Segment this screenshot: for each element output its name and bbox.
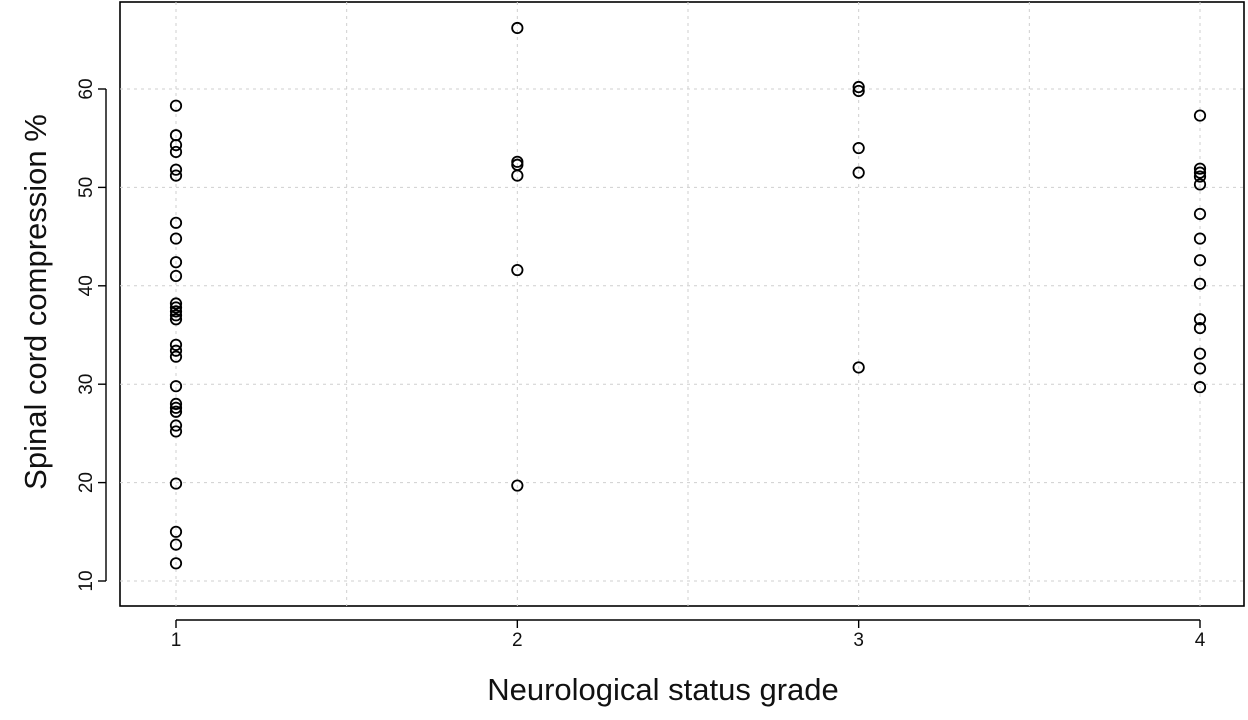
data-point <box>852 80 865 94</box>
data-point <box>169 269 183 283</box>
x-axis-label: Neurological status grade <box>487 672 839 707</box>
data-point <box>169 344 183 357</box>
data-point <box>852 141 865 155</box>
data-point <box>169 301 183 314</box>
data-point <box>169 309 183 322</box>
data-point <box>169 380 183 393</box>
data-point <box>169 401 183 414</box>
data-point <box>1193 178 1207 191</box>
y-axis-label: Spinal cord compression % <box>18 114 53 490</box>
data-point <box>169 425 183 438</box>
data-point <box>1193 313 1207 326</box>
y-tick-label: 30 <box>76 374 97 395</box>
data-point <box>169 163 183 176</box>
data-point <box>169 338 183 351</box>
x-tick-label: 3 <box>853 630 864 651</box>
data-point <box>169 256 183 269</box>
data-point <box>169 557 183 570</box>
data-point <box>169 313 183 326</box>
axis-layer: 1 2 3 4 10 20 30 40 50 60 <box>76 78 1206 651</box>
data-point <box>169 397 183 410</box>
data-point <box>511 21 524 35</box>
data-point <box>169 99 183 112</box>
data-point <box>169 138 183 152</box>
y-tick-label: 40 <box>76 275 97 296</box>
y-tick-label: 50 <box>76 177 97 198</box>
plot-frame <box>119 1 1245 607</box>
data-point <box>1193 347 1207 360</box>
data-point <box>169 305 183 318</box>
data-point <box>1193 207 1207 221</box>
data-point <box>169 169 183 182</box>
data-point <box>1193 170 1207 183</box>
data-point <box>1193 322 1207 335</box>
data-point <box>169 477 183 490</box>
data-point <box>852 166 865 179</box>
data-point <box>1193 162 1207 175</box>
data-point <box>169 232 183 245</box>
x-tick-label: 4 <box>1195 630 1206 651</box>
points-layer <box>169 21 1207 570</box>
data-point <box>1193 166 1207 179</box>
data-point <box>169 538 183 551</box>
data-point <box>511 479 524 492</box>
data-point <box>1193 232 1207 245</box>
x-tick-label: 1 <box>171 630 182 651</box>
data-point <box>1193 109 1207 122</box>
data-point <box>169 525 183 538</box>
data-point <box>169 405 183 418</box>
data-point <box>1193 277 1207 290</box>
data-point <box>1193 254 1207 267</box>
y-tick-label: 20 <box>76 472 97 493</box>
data-point <box>169 145 183 159</box>
data-point <box>511 169 524 182</box>
grid-layer <box>120 2 1244 606</box>
y-tick-label: 60 <box>76 78 97 99</box>
data-point <box>169 419 183 432</box>
x-tick-label: 2 <box>512 630 523 651</box>
data-point <box>1193 362 1207 375</box>
data-point <box>169 216 183 229</box>
data-point <box>169 297 183 310</box>
y-tick-label: 10 <box>76 570 97 591</box>
data-point <box>1193 381 1207 394</box>
data-point <box>169 350 183 363</box>
data-point <box>852 84 865 98</box>
data-point <box>511 263 524 277</box>
data-point <box>852 361 865 374</box>
